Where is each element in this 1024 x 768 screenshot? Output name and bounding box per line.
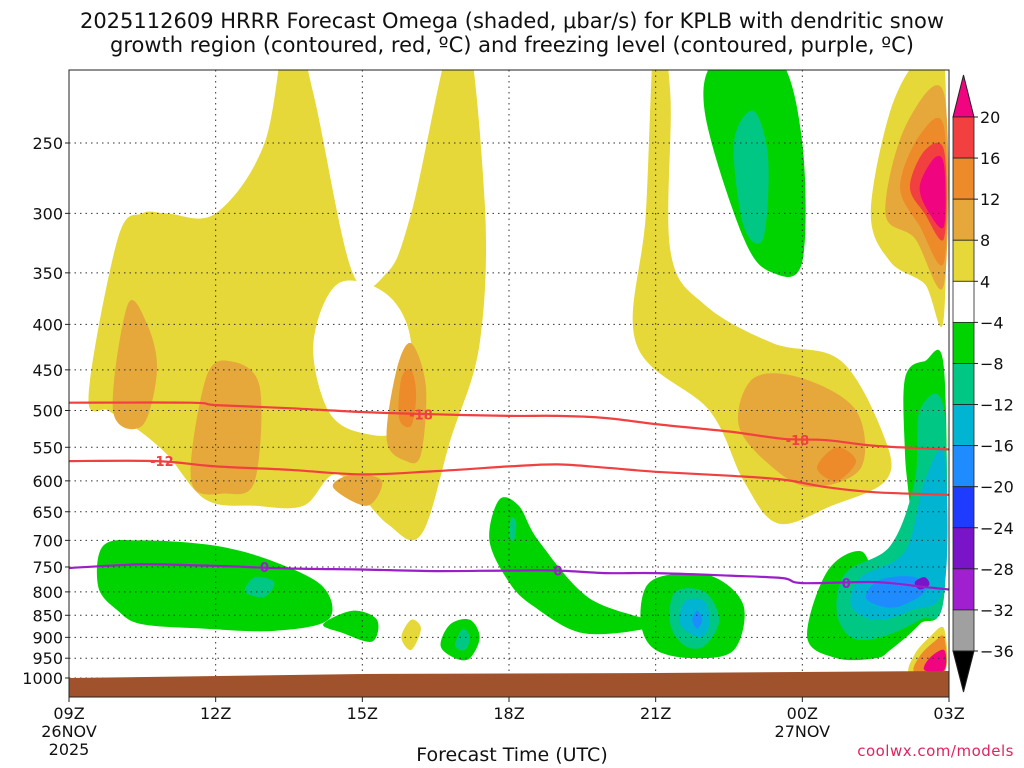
colorbar-band-7 bbox=[952, 363, 975, 405]
y-tick-label-350: 350 bbox=[32, 264, 63, 283]
x-tick-sublabel-09Z: 26NOV bbox=[41, 722, 97, 741]
colorbar-label-9: −20 bbox=[980, 478, 1014, 497]
colorbar-band-10 bbox=[952, 486, 975, 529]
colorbar-label-0: 20 bbox=[980, 108, 1000, 127]
y-tick-label-450: 450 bbox=[32, 361, 63, 380]
x-tick-label-09Z: 09Z bbox=[53, 704, 84, 723]
colorbar-top-arrow-icon bbox=[952, 74, 975, 118]
y-axis: 250 300 350 400 450 500 550 600 650 700 750 800 850 9… bbox=[22, 134, 69, 688]
colorbar-band-12 bbox=[952, 568, 975, 611]
contour-label-1: -18 bbox=[409, 408, 433, 423]
colorbar-band-11 bbox=[952, 527, 975, 570]
omega-region-ascent-16z-low bbox=[401, 619, 421, 651]
y-tick-label-800: 800 bbox=[32, 583, 63, 602]
omega-region-ascent-12z-8 bbox=[190, 360, 262, 495]
y-tick-label-550: 550 bbox=[32, 438, 63, 457]
x-tick-label-21Z: 21Z bbox=[640, 704, 671, 723]
omega-region-descent-22z-blue bbox=[692, 610, 703, 629]
colorbar-band-13 bbox=[952, 609, 975, 652]
x-tick-label-00Z: 00Z bbox=[787, 704, 818, 723]
colorbar-band-1 bbox=[952, 116, 975, 159]
colorbar-label-12: −32 bbox=[980, 601, 1014, 620]
contour-freezing-level-0 bbox=[69, 563, 949, 591]
contour-label-5: 0 bbox=[842, 577, 851, 592]
contour-label-3: 0 bbox=[260, 561, 269, 576]
omega-region-descent-17z-teal bbox=[455, 628, 470, 651]
x-tick-sublabel2-09Z: 2025 bbox=[49, 740, 90, 759]
x-tick-label-03Z: 03Z bbox=[933, 704, 964, 723]
chart-title-line-1: 2025112609 HRRR Forecast Omega (shaded, … bbox=[79, 9, 945, 33]
colorbar-bottom-arrow-icon bbox=[952, 650, 975, 693]
y-tick-label-900: 900 bbox=[32, 628, 63, 647]
y-tick-label-300: 300 bbox=[32, 204, 63, 223]
colorbar-band-2 bbox=[952, 157, 975, 200]
contour-label-0: -12 bbox=[150, 455, 174, 470]
colorbar-label-4: 4 bbox=[980, 272, 990, 291]
omega-region-descent-upper-teal bbox=[733, 110, 769, 244]
omega-region-descent-hole bbox=[313, 280, 412, 436]
omega-region-descent-18z-teal bbox=[508, 517, 517, 541]
omega-region-ascent-15z-8 bbox=[332, 474, 383, 506]
colorbar-band-8 bbox=[952, 404, 975, 447]
x-axis-label: Forecast Time (UTC) bbox=[416, 744, 608, 766]
colorbar-band-6 bbox=[952, 321, 975, 364]
y-tick-label-650: 650 bbox=[32, 503, 63, 522]
omega-region-ascent-left-8 bbox=[112, 300, 158, 430]
contour-dendritic-minus12 bbox=[69, 459, 949, 496]
colorbar-label-7: −12 bbox=[980, 396, 1014, 415]
colorbar: 20 16 12 8 4 −4 −8 −12 −16 −20 −24 −28 −32 −36 bbox=[952, 74, 1014, 693]
x-tick-sublabel-00Z: 27NOV bbox=[775, 722, 831, 741]
y-tick-label-700: 700 bbox=[32, 531, 63, 550]
colorbar-band-9 bbox=[952, 445, 975, 488]
colorbar-band-4 bbox=[952, 239, 975, 282]
colorbar-label-13: −36 bbox=[980, 642, 1014, 661]
colorbar-label-5: −4 bbox=[980, 313, 1004, 332]
omega-region-descent-18z-19z bbox=[489, 497, 654, 635]
y-tick-label-600: 600 bbox=[32, 472, 63, 491]
credit-text[interactable]: coolwx.com/models bbox=[857, 742, 1014, 760]
colorbar-label-6: −8 bbox=[980, 354, 1004, 373]
omega-region-descent-15z-blob bbox=[323, 610, 379, 642]
ground-fill bbox=[69, 671, 949, 697]
colorbar-label-2: 12 bbox=[980, 190, 1000, 209]
y-tick-label-500: 500 bbox=[32, 402, 63, 421]
y-tick-label-1000: 1000 bbox=[22, 669, 63, 688]
omega-region-ascent-23z-12 bbox=[817, 447, 857, 481]
omega-region-ascent-lower-right-20 bbox=[923, 649, 947, 673]
colorbar-label-8: −16 bbox=[980, 437, 1014, 456]
y-tick-label-400: 400 bbox=[32, 315, 63, 334]
contour-dendritic-minus18 bbox=[69, 401, 949, 451]
colorbar-label-10: −24 bbox=[980, 519, 1014, 538]
x-tick-label-18Z: 18Z bbox=[493, 704, 524, 723]
omega-region-ascent-top-right-20 bbox=[919, 155, 946, 229]
contour-lines: -12 -18 -18 0 0 0 bbox=[69, 401, 949, 592]
colorbar-band-5 bbox=[952, 280, 975, 323]
omega-region-descent-low-left bbox=[96, 540, 333, 632]
colorbar-label-1: 16 bbox=[980, 149, 1000, 168]
y-tick-label-250: 250 bbox=[32, 134, 63, 153]
omega-region-descent-right-cyan bbox=[850, 448, 948, 620]
colorbar-label-3: 8 bbox=[980, 231, 990, 250]
x-tick-label-12Z: 12Z bbox=[200, 704, 231, 723]
omega-region-descent-right-blue bbox=[865, 576, 926, 608]
x-tick-label-15Z: 15Z bbox=[347, 704, 378, 723]
y-tick-label-750: 750 bbox=[32, 558, 63, 577]
chart-title-line-2: growth region (contoured, red, ºC) and f… bbox=[110, 33, 914, 57]
colorbar-band-3 bbox=[952, 198, 975, 241]
y-tick-label-850: 850 bbox=[32, 606, 63, 625]
ground-layer bbox=[69, 671, 949, 697]
colorbar-label-11: −28 bbox=[980, 560, 1014, 579]
y-tick-label-950: 950 bbox=[32, 649, 63, 668]
contour-label-4: 0 bbox=[553, 565, 562, 580]
contour-label-2: -18 bbox=[786, 434, 810, 449]
